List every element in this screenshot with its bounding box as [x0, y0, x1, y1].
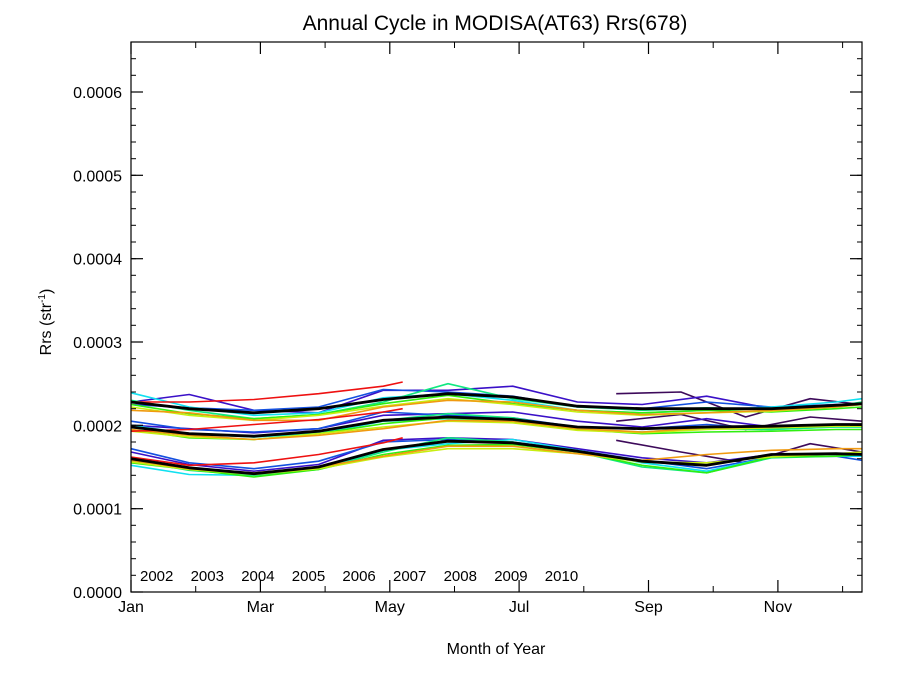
y-tick-label: 0.0005 [73, 168, 122, 185]
x-tick-label: Jul [509, 599, 529, 616]
series-2002-upper-line [616, 391, 863, 418]
legend-entry-2006: 2006 [342, 568, 375, 585]
x-tick-label: May [375, 599, 405, 616]
climatology-mean-line [130, 415, 862, 438]
series-2004-lower-line [130, 438, 863, 470]
x-tick-label: Nov [764, 599, 792, 616]
series-2009-upper-line [130, 399, 863, 422]
y-tick-label: 0.0003 [73, 335, 122, 352]
y-tick-label: 0.0002 [73, 418, 122, 435]
series-2005-upper-line [130, 392, 863, 417]
series-2010-upper-line [131, 381, 403, 403]
y-axis-label: Rrs (str-1) [37, 289, 55, 356]
series-2010-mean-line [130, 407, 403, 432]
y-axis-label-sup: -1 [37, 294, 48, 303]
legend-entry-2003: 2003 [191, 568, 224, 585]
series-2010-lower-line [130, 437, 403, 467]
legend: 2002 2003 2004 2005 2006 2007 2008 2009 2010 [140, 568, 578, 585]
axes-layer: 0.0000 0.0001 0.0002 0.0003 0.0004 0.0005 0.00… [73, 41, 863, 616]
plot-frame [130, 41, 863, 593]
y-tick-label: 0.0004 [73, 252, 122, 269]
legend-entry-2009: 2009 [494, 568, 527, 585]
x-tick-label: Sep [634, 599, 663, 616]
y-axis-label-close: ) [38, 289, 55, 294]
x-axis-label: Month of Year [447, 641, 546, 658]
x-tick-label: Jan [118, 599, 144, 616]
series-layer [130, 381, 863, 478]
legend-entry-2007: 2007 [393, 568, 426, 585]
climatology-upper-line [130, 392, 863, 415]
y-tick-label: 0.0000 [73, 585, 122, 602]
y-tick-label: 0.0001 [73, 502, 122, 519]
legend-entry-2002: 2002 [140, 568, 173, 585]
x-tick-label: Mar [247, 599, 275, 616]
legend-entry-2005: 2005 [292, 568, 325, 585]
y-axis-label-main: Rrs (str [38, 302, 55, 355]
legend-entry-2008: 2008 [444, 568, 477, 585]
legend-entry-2004: 2004 [241, 568, 274, 585]
legend-entry-2010: 2010 [545, 568, 578, 585]
y-tick-label: 0.0006 [73, 85, 122, 102]
climatology-lower-line [130, 439, 863, 476]
chart-title: Annual Cycle in MODISA(AT63) Rrs(678) [303, 12, 688, 35]
